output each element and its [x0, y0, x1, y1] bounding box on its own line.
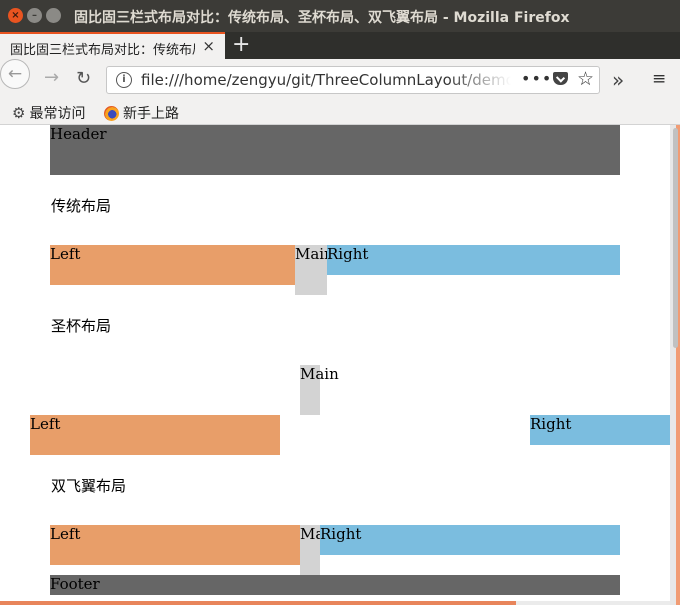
- overflow-menu-icon[interactable]: »: [612, 68, 625, 92]
- traditional-left: Left: [50, 245, 295, 285]
- bookmark-getting-started[interactable]: 新手上路: [104, 103, 179, 123]
- holy-grail-main: Main: [300, 365, 339, 415]
- info-icon[interactable]: i: [116, 72, 132, 88]
- tab-close-icon[interactable]: ×: [202, 37, 215, 55]
- pocket-icon[interactable]: [553, 72, 568, 85]
- traditional-heading: 传统布局: [51, 197, 112, 215]
- navigation-toolbar: ← → ↻ i file:///home/zengyu/git/ThreeCol…: [0, 59, 680, 101]
- url-fade: [447, 69, 511, 91]
- hamburger-menu-icon[interactable]: ≡: [652, 69, 667, 89]
- holy-grail-left: Left: [30, 415, 280, 455]
- holy-grail-right: Right: [530, 415, 670, 445]
- url-bar[interactable]: i file:///home/zengyu/git/ThreeColumnLay…: [106, 66, 600, 94]
- traditional-right: Right: [327, 245, 620, 275]
- reload-button[interactable]: ↻: [76, 68, 92, 89]
- page-viewport: Header 传统布局 Left Main Right 圣杯布局 Main Le…: [0, 125, 670, 605]
- horizontal-scrollbar-thumb[interactable]: [0, 601, 516, 605]
- close-icon: ×: [11, 9, 20, 21]
- window-title: 固比固三栏式布局对比：传统布局、圣杯布局、双飞翼布局 - Mozilla Fir…: [74, 10, 570, 26]
- url-text[interactable]: file:///home/zengyu/git/ThreeColumnLayou…: [141, 71, 511, 89]
- new-tab-button[interactable]: +: [232, 32, 251, 57]
- page-actions-icon[interactable]: •••: [521, 69, 553, 88]
- double-wing-right: Right: [320, 525, 620, 555]
- holy-grail-heading: 圣杯布局: [51, 317, 112, 335]
- window-maximize-button[interactable]: [46, 8, 61, 23]
- vertical-scrollbar-track[interactable]: [670, 125, 680, 605]
- bookmark-most-visited[interactable]: ⚙ 最常访问: [12, 103, 85, 123]
- bookmark-label: 新手上路: [123, 106, 179, 122]
- vertical-scrollbar-thumb[interactable]: [673, 128, 678, 348]
- bookmark-label: 最常访问: [29, 106, 86, 122]
- header-block: Header: [50, 125, 620, 175]
- double-wing-left: Left: [50, 525, 300, 565]
- tab-label: 固比固三栏式布局对比：传统布局: [10, 43, 195, 58]
- minimize-icon: –: [32, 9, 37, 21]
- forward-button[interactable]: →: [44, 67, 60, 88]
- tab-active[interactable]: 固比固三栏式布局对比：传统布局 ×: [0, 32, 225, 59]
- window-close-button[interactable]: ×: [8, 8, 23, 23]
- double-wing-heading: 双飞翼布局: [51, 477, 127, 495]
- scrollbar-accent: [676, 125, 680, 605]
- window-controls: × –: [8, 8, 61, 23]
- back-button[interactable]: ←: [0, 59, 30, 89]
- traditional-main: Main: [295, 245, 334, 295]
- bookmark-star-icon[interactable]: ☆: [577, 68, 595, 90]
- firefox-icon: [104, 105, 119, 121]
- tab-strip: 固比固三栏式布局对比：传统布局 × +: [0, 32, 680, 59]
- gear-icon: ⚙: [12, 104, 26, 122]
- bookmarks-toolbar: ⚙ 最常访问 新手上路: [0, 101, 680, 125]
- double-wing-main: Mai: [300, 525, 320, 575]
- window-minimize-button[interactable]: –: [27, 8, 42, 23]
- footer-block: Footer: [50, 575, 620, 595]
- back-arrow-icon: ←: [7, 64, 23, 84]
- window-titlebar: × – 固比固三栏式布局对比：传统布局、圣杯布局、双飞翼布局 - Mozilla…: [0, 0, 680, 32]
